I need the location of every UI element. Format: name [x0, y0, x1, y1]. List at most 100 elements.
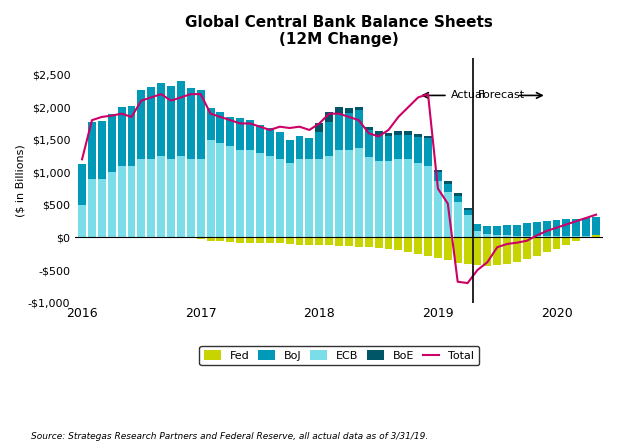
Bar — [434, 170, 442, 172]
Bar — [315, 123, 323, 132]
Bar — [394, 159, 402, 237]
Bar — [355, 110, 363, 148]
Bar — [592, 235, 600, 237]
Bar — [355, 106, 363, 110]
Bar — [503, 237, 511, 264]
Bar — [236, 149, 244, 237]
Bar — [88, 122, 96, 179]
Bar — [236, 237, 244, 243]
Bar — [256, 237, 264, 243]
Bar — [572, 218, 580, 236]
Bar — [592, 217, 600, 236]
Bar — [483, 237, 491, 266]
Bar — [552, 220, 561, 236]
Bar — [216, 143, 224, 237]
Legend: Fed, BoJ, ECB, BoE, Total: Fed, BoJ, ECB, BoE, Total — [200, 346, 479, 365]
Bar — [246, 120, 254, 149]
Bar — [365, 237, 373, 247]
Bar — [552, 236, 561, 237]
Bar — [404, 237, 412, 252]
Bar — [404, 159, 412, 237]
Bar — [454, 196, 462, 202]
Bar — [394, 135, 402, 159]
Bar — [424, 138, 432, 166]
Bar — [137, 159, 145, 237]
Bar — [216, 113, 224, 143]
Bar — [493, 226, 501, 236]
Bar — [375, 160, 383, 237]
Bar — [345, 113, 353, 149]
Bar — [88, 179, 96, 237]
Bar — [552, 237, 561, 249]
Bar — [108, 114, 116, 172]
Bar — [513, 225, 521, 236]
Bar — [543, 221, 551, 236]
Bar — [424, 136, 432, 138]
Bar — [157, 83, 165, 156]
Bar — [375, 135, 383, 160]
Bar — [523, 223, 531, 236]
Bar — [98, 179, 106, 237]
Bar — [454, 193, 462, 196]
Bar — [98, 121, 106, 179]
Bar — [444, 237, 452, 260]
Bar — [582, 236, 590, 237]
Bar — [167, 159, 175, 237]
Bar — [454, 237, 462, 263]
Bar — [78, 205, 86, 237]
Bar — [315, 159, 323, 237]
Bar — [206, 108, 214, 140]
Bar — [493, 236, 501, 237]
Bar — [177, 81, 185, 156]
Bar — [523, 237, 531, 259]
Bar — [444, 192, 452, 237]
Bar — [187, 159, 195, 237]
Bar — [404, 131, 412, 135]
Bar — [572, 237, 580, 241]
Bar — [108, 172, 116, 237]
Bar — [226, 117, 234, 146]
Bar — [325, 112, 333, 122]
Bar — [404, 135, 412, 159]
Bar — [335, 149, 343, 237]
Bar — [582, 218, 590, 236]
Bar — [216, 237, 224, 241]
Bar — [345, 109, 353, 113]
Bar — [177, 156, 185, 237]
Bar — [533, 237, 541, 256]
Bar — [424, 237, 432, 256]
Bar — [127, 166, 135, 237]
Bar — [187, 88, 195, 159]
Bar — [256, 125, 264, 153]
Text: Source: Strategas Research Partners and Federal Reserve, all actual data as of 3: Source: Strategas Research Partners and … — [31, 431, 428, 441]
Bar — [464, 215, 472, 237]
Bar — [325, 122, 333, 156]
Bar — [434, 182, 442, 237]
Bar — [286, 163, 294, 237]
Bar — [256, 153, 264, 237]
Bar — [197, 90, 205, 159]
Bar — [226, 146, 234, 237]
Bar — [493, 237, 501, 265]
Bar — [384, 136, 392, 160]
Bar — [533, 222, 541, 236]
Bar — [464, 237, 472, 264]
Bar — [503, 225, 511, 236]
Bar — [533, 236, 541, 237]
Bar — [335, 106, 343, 114]
Bar — [335, 237, 343, 246]
Bar — [483, 226, 491, 234]
Bar — [384, 237, 392, 249]
Bar — [226, 237, 234, 242]
Bar — [523, 236, 531, 237]
Bar — [414, 137, 422, 163]
Bar — [473, 225, 481, 231]
Title: Global Central Bank Balance Sheets
(12M Change): Global Central Bank Balance Sheets (12M … — [185, 15, 493, 47]
Bar — [315, 132, 323, 159]
Bar — [266, 156, 274, 237]
Bar — [464, 208, 472, 210]
Bar — [365, 130, 373, 157]
Bar — [562, 237, 570, 245]
Bar — [276, 159, 284, 237]
Bar — [206, 140, 214, 237]
